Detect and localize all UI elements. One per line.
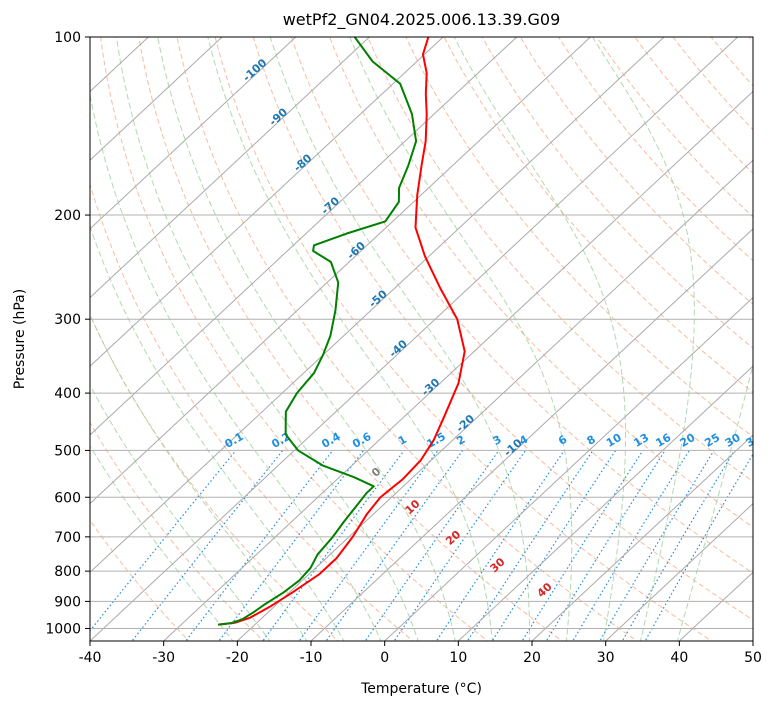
dewpoint-line [217,37,418,626]
plot-frame [89,36,754,642]
isotherm [90,37,223,161]
isotherm [383,296,753,641]
x-tick-label: 10 [449,650,467,666]
moist-adiabat [269,37,530,641]
mixing-ratio-line [435,450,565,641]
isotherm [90,37,371,299]
x-tick-label: 20 [523,650,541,666]
moist-adiabat [349,37,573,641]
y-tick-label: 700 [54,530,81,546]
dry-adiabat [405,37,753,438]
dry-adiabat [519,37,753,305]
mixing-ratio-line [90,450,237,632]
isotherm [457,365,753,641]
y-tick-label: 600 [54,490,81,506]
x-tick-label: -30 [152,650,175,666]
moist-adiabat [592,37,695,641]
moist-adiabat [157,37,456,641]
y-tick-label: 800 [54,564,81,580]
moist-adiabat [90,444,234,641]
dry-adiabat [252,37,753,621]
mixing-ratio-line [545,450,666,641]
moist-adiabat [207,37,493,641]
isotherm [90,37,297,230]
dry-adiabat [481,37,753,349]
x-axis: -40 -30 -20 -10 0 10 20 30 40 50 [79,641,762,666]
isotherm [90,37,665,573]
x-tick-label: -40 [79,650,102,666]
moist-adiabat [115,37,419,641]
mixing-ratio-line [393,450,527,641]
isotherm [162,90,753,641]
mixing-ratio-line [325,450,464,641]
isotherm [90,37,518,436]
x-tick-label: 0 [380,650,389,666]
x-tick-label: 30 [597,650,615,666]
mixing-ratio-line [262,450,405,641]
x-tick-label: -20 [226,650,249,666]
y-tick-label: 300 [54,312,81,328]
mixing-ratio-line [131,450,284,641]
y-tick-label: 500 [54,443,81,459]
y-tick-label: 400 [54,386,81,402]
x-tick-label: 40 [670,650,688,666]
isotherm [604,502,753,641]
mixing-ratio-line [364,450,500,641]
mixing-ratio-line [298,450,439,641]
mixing-ratio-line [599,450,715,641]
x-tick-label: 50 [744,650,762,666]
moist-adiabat [453,37,626,641]
chart-title: wetPf2_GN04.2025.006.13.39.G09 [283,10,561,30]
y-axis-title: Pressure (hPa) [12,289,28,389]
isotherm [236,159,753,641]
isotherms [90,37,753,641]
y-tick-label: 1000 [45,621,81,637]
temperature-line [217,37,466,626]
mixing-ratio-label: 36 [744,431,764,450]
y-tick-label: 200 [54,208,81,224]
moist-adiabat [90,313,308,641]
moist-adiabat [90,384,271,641]
x-tick-label: -10 [300,650,323,666]
isotherm [310,228,753,641]
dry-adiabat [138,37,564,641]
y-axis: 100 200 300 400 500 600 700 800 900 1000 [45,30,90,637]
mixing-ratio-line [185,450,334,641]
mixing-ratio-lines [90,450,753,641]
isotherm [90,37,739,641]
isotherm [90,37,444,367]
pressure-gridlines [90,37,753,629]
dry-adiabat [329,37,753,528]
dry-adiabat [290,37,753,574]
y-tick-label: 100 [54,30,81,46]
isotherm [531,434,753,641]
sounding-series [217,37,466,626]
x-axis-title: Temperature (°C) [360,681,482,697]
mixing-ratio-line [521,450,644,641]
y-tick-label: 900 [54,594,81,610]
mixing-ratio-line [621,450,736,641]
isotherm [90,37,592,505]
